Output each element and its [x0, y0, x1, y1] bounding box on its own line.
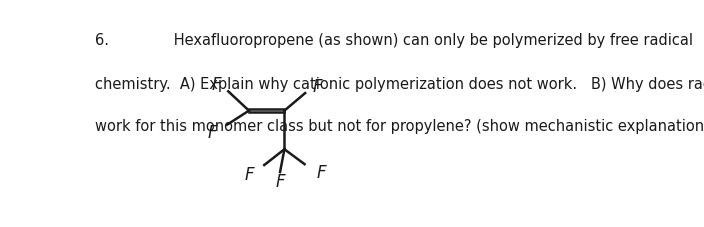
Text: 6.              Hexafluoropropene (as shown) can only be polymerized by free rad: 6. Hexafluoropropene (as shown) can only…	[94, 32, 693, 47]
Text: chemistry.  A) Explain why cationic polymerization does not work.   B) Why does : chemistry. A) Explain why cationic polym…	[94, 76, 704, 91]
Text: F: F	[313, 78, 322, 96]
Text: F: F	[244, 165, 253, 183]
Text: F: F	[316, 163, 326, 181]
Text: F: F	[211, 76, 221, 94]
Text: F: F	[275, 172, 285, 190]
Text: F: F	[208, 123, 218, 141]
Text: work for this monomer class but not for propylene? (show mechanistic explanation: work for this monomer class but not for …	[94, 118, 704, 133]
